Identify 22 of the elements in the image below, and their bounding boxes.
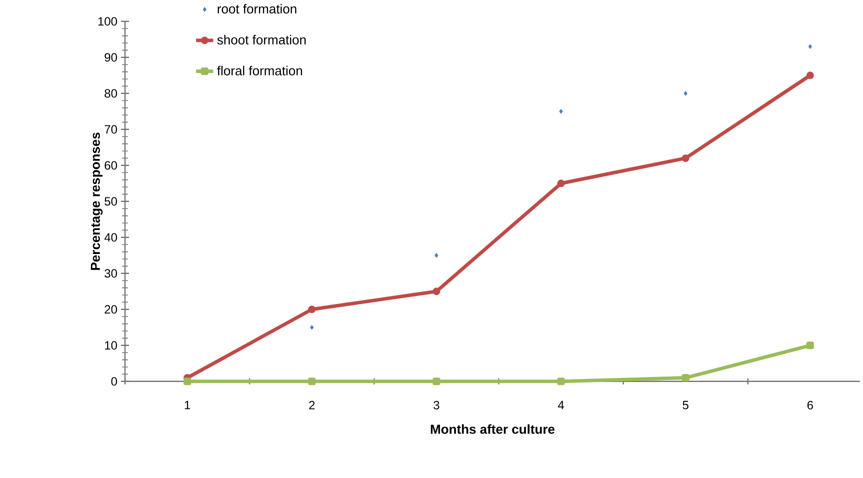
y-tick-label: 10 (105, 340, 118, 350)
y-tick-label: 0 (111, 376, 118, 386)
y-tick-label: 80 (104, 88, 118, 98)
y-tick-label: 40 (104, 232, 118, 242)
y-axis-title: Percentage responses (90, 132, 103, 270)
y-tick-label: 100 (98, 16, 117, 26)
legend-label: shoot formation (217, 34, 306, 44)
legend-label: floral formation (217, 66, 302, 76)
x-axis-title: Months after culture (430, 424, 555, 434)
x-tick-label: 2 (309, 400, 315, 410)
legend-label: root formation (218, 4, 296, 14)
y-tick-label: 60 (104, 160, 118, 170)
y-tick-label: 30 (104, 268, 118, 278)
y-tick-label: 20 (104, 304, 118, 314)
x-tick-label: 1 (184, 400, 190, 409)
y-tick-label: 50 (104, 196, 118, 206)
y-tick-label: 70 (104, 124, 118, 134)
x-tick-label: 5 (682, 400, 688, 410)
x-tick-label: 6 (807, 400, 813, 410)
y-tick-label: 90 (104, 52, 118, 62)
x-tick-label: 4 (558, 400, 564, 409)
x-tick-label: 3 (434, 400, 440, 410)
